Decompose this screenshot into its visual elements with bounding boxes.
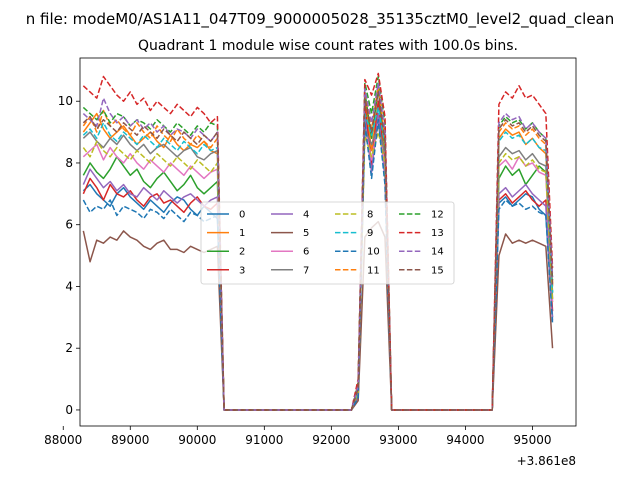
legend-box bbox=[200, 201, 455, 285]
series-line-13 bbox=[82, 72, 554, 411]
legend-label-13: 13 bbox=[431, 228, 444, 239]
chart-title: Quadrant 1 module wise count rates with … bbox=[138, 38, 518, 54]
y-tick-label: 8 bbox=[65, 156, 73, 170]
legend-label-8: 8 bbox=[367, 210, 373, 221]
legend-label-15: 15 bbox=[431, 265, 444, 276]
legend-label-1: 1 bbox=[239, 228, 245, 239]
figure-suptitle: n file: modeM0/AS1A11_047T09_9000005028_… bbox=[26, 10, 615, 29]
plot-frame bbox=[79, 57, 577, 427]
x-tick-label: 90000 bbox=[178, 433, 216, 447]
x-axis-ticks: 88000 89000 90000 91000 92000 93000 94000 95000 bbox=[44, 426, 552, 447]
x-tick-label: 91000 bbox=[245, 433, 283, 447]
legend-label-2: 2 bbox=[239, 247, 245, 258]
x-tick-label: 92000 bbox=[312, 433, 350, 447]
series-line-4 bbox=[82, 112, 554, 411]
y-tick-label: 0 bbox=[65, 403, 73, 417]
x-tick-label: 89000 bbox=[111, 433, 149, 447]
legend-label-12: 12 bbox=[431, 210, 444, 221]
legend-label-14: 14 bbox=[431, 247, 444, 258]
legend-label-9: 9 bbox=[367, 228, 373, 239]
y-tick-label: 4 bbox=[65, 279, 73, 293]
x-axis-offset-label: +3.861e8 bbox=[517, 454, 576, 468]
series-line-14 bbox=[82, 81, 554, 411]
legend-label-3: 3 bbox=[239, 265, 245, 276]
legend-label-10: 10 bbox=[367, 247, 380, 258]
series-line-15 bbox=[82, 91, 554, 411]
x-tick-label: 93000 bbox=[379, 433, 417, 447]
y-tick-label: 2 bbox=[65, 341, 73, 355]
legend-label-5: 5 bbox=[303, 228, 309, 239]
series-lines bbox=[82, 72, 554, 411]
legend-label-11: 11 bbox=[367, 265, 380, 276]
y-axis-ticks: 0 2 4 6 8 10 bbox=[58, 94, 80, 417]
x-tick-label: 94000 bbox=[446, 433, 484, 447]
x-tick-label: 95000 bbox=[513, 433, 551, 447]
y-tick-label: 10 bbox=[58, 94, 73, 108]
legend-label-4: 4 bbox=[303, 210, 309, 221]
y-tick-label: 6 bbox=[65, 218, 73, 232]
legend-label-0: 0 bbox=[239, 210, 245, 221]
legend-label-6: 6 bbox=[303, 247, 309, 258]
x-tick-label: 88000 bbox=[44, 433, 82, 447]
legend-label-7: 7 bbox=[303, 265, 309, 276]
